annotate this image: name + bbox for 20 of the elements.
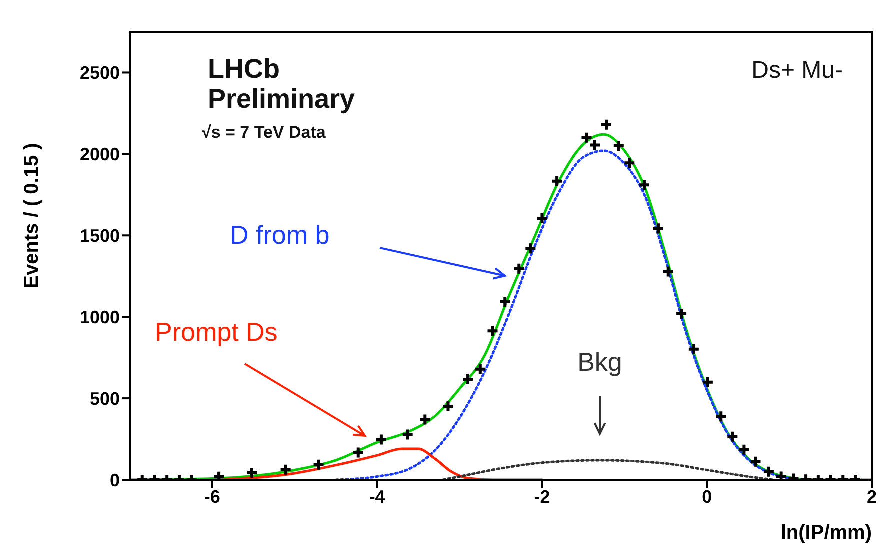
y-tick-label: 2000 (80, 144, 120, 165)
annotation: Preliminary (208, 84, 356, 114)
y-tick-label: 500 (90, 388, 120, 409)
y-tick-label: 0 (110, 470, 120, 490)
annotation: LHCb (208, 54, 280, 84)
y-tick-label: 1500 (80, 226, 120, 246)
annotation: Ds+ Mu- (752, 57, 843, 84)
y-tick-label: 2500 (80, 63, 120, 84)
x-tick-label: 0 (702, 486, 712, 507)
x-tick-label: -4 (369, 486, 386, 507)
annotation: √s = 7 TeV Data (202, 123, 326, 142)
y-tick-label: 1000 (80, 307, 120, 328)
x-tick-label: -2 (534, 486, 550, 507)
text: D from b (230, 220, 330, 250)
text: Bkg (578, 347, 622, 377)
x-tick-label: -6 (204, 486, 220, 507)
x-tick-label: 2 (866, 486, 878, 507)
x-axis-title: ln(IP/mm) (780, 522, 872, 544)
y-axis-title: Events / ( 0.15 ) (21, 143, 43, 289)
text: Prompt Ds (155, 317, 278, 347)
